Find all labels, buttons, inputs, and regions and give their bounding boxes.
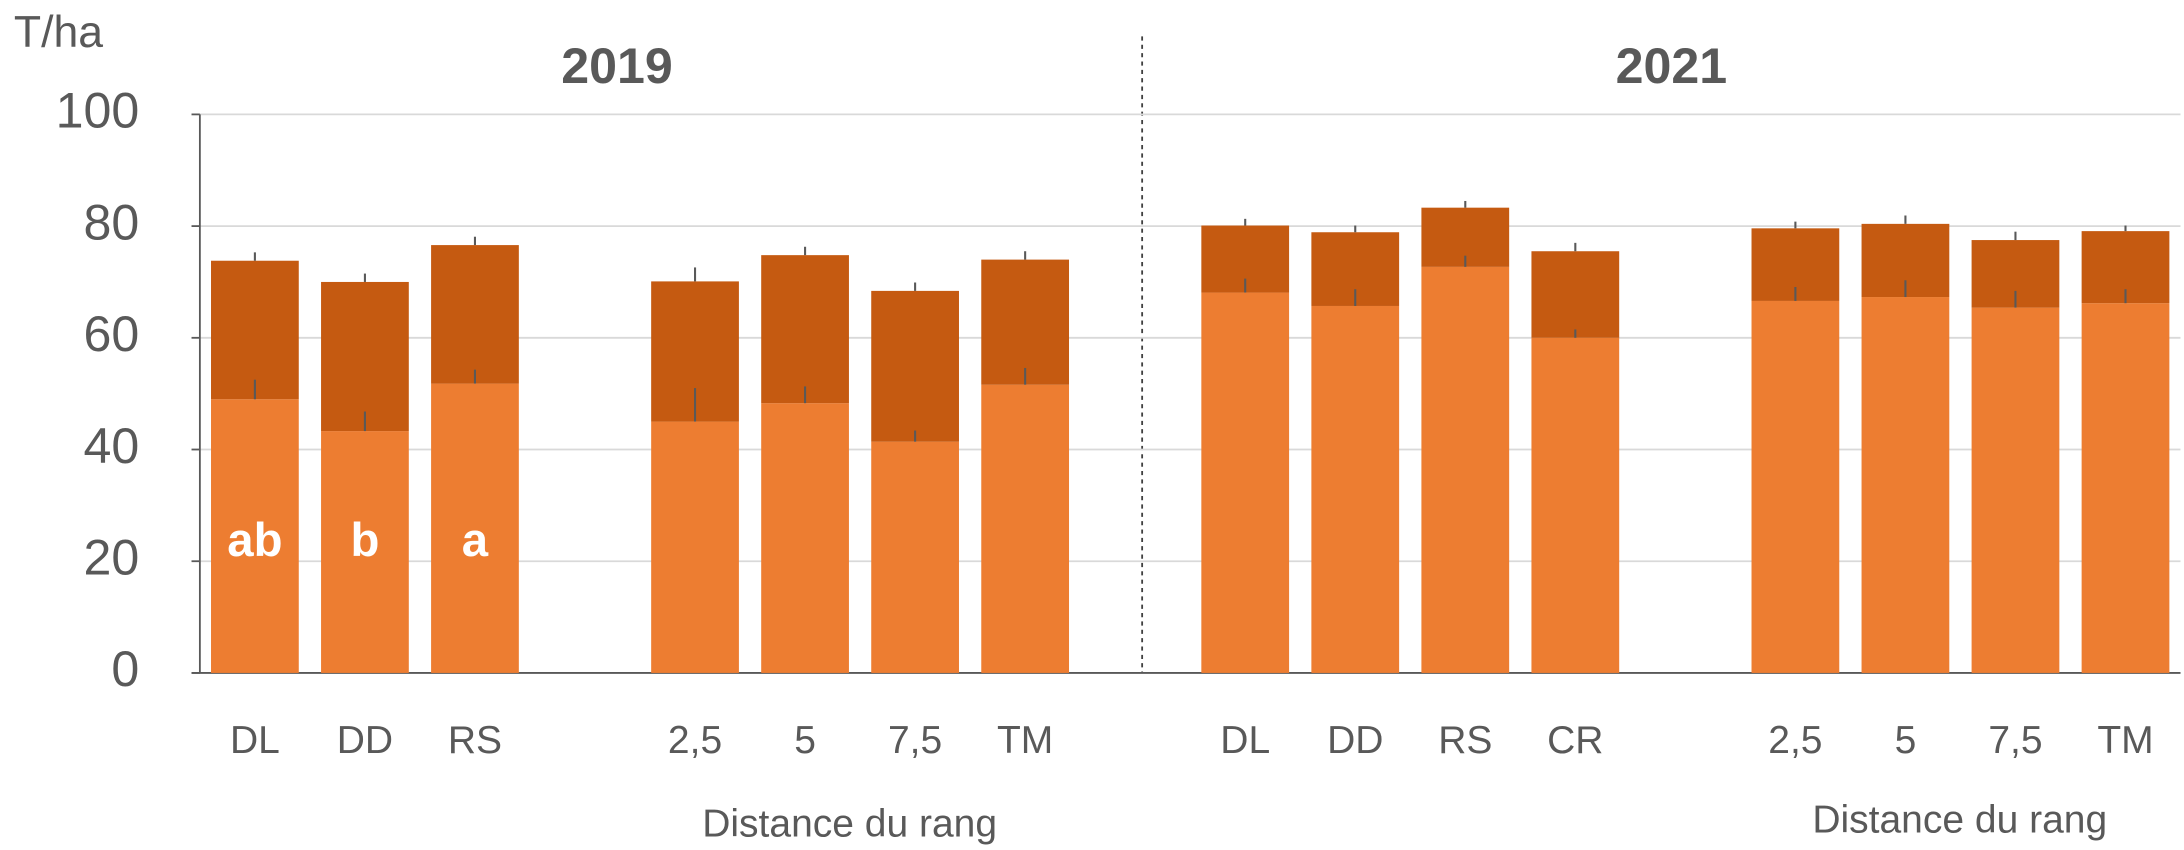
y-tick-label: 20 — [84, 529, 140, 585]
x-tick-label: RS — [448, 719, 502, 762]
bar-segment — [871, 290, 959, 442]
x-tick-label: TM — [997, 719, 1053, 762]
y-tick-label: 40 — [84, 418, 140, 474]
y-axis-label: T/ha — [14, 8, 103, 57]
x-tick-label: DL — [230, 719, 280, 762]
y-tick-label: 100 — [56, 83, 140, 139]
group-label: 2021 — [1616, 38, 1728, 94]
bar-segment — [431, 245, 519, 384]
bar-segment — [211, 260, 299, 400]
x-tick-label: DD — [1327, 719, 1383, 762]
y-tick-label: 60 — [84, 306, 140, 362]
bar-segment — [1531, 337, 1620, 673]
bar-segment — [981, 259, 1070, 385]
bar-segment — [2081, 303, 2170, 673]
bar-segment — [321, 281, 409, 432]
significance-letter: b — [350, 514, 379, 567]
bar-segment — [1971, 307, 2060, 673]
x-tick-label: 2,5 — [1768, 719, 1822, 762]
bar-segment — [1201, 292, 1290, 673]
bar-segment — [981, 384, 1070, 673]
x-tick-label: DD — [337, 719, 393, 762]
bar-segment — [761, 403, 849, 673]
x-tick-label: 5 — [1895, 719, 1917, 762]
bar-segment — [431, 383, 519, 673]
bar-segment — [1751, 300, 1840, 673]
x-tick-label: CR — [1547, 719, 1603, 762]
bar-segment — [211, 399, 299, 673]
x-axis-label: Distance du rang — [702, 802, 997, 845]
bar-segment — [321, 431, 409, 673]
y-tick-label: 0 — [111, 641, 139, 697]
x-tick-label: 7,5 — [888, 719, 942, 762]
significance-letter: ab — [227, 514, 282, 567]
x-tick-label: RS — [1438, 719, 1492, 762]
y-tick-label: 80 — [84, 194, 140, 250]
bar-segment — [871, 441, 959, 673]
bar-segment — [1421, 266, 1510, 673]
x-tick-label: DL — [1220, 719, 1270, 762]
x-tick-label: 7,5 — [1988, 719, 2042, 762]
bar-segment — [651, 421, 739, 673]
significance-letter: a — [462, 514, 489, 567]
x-tick-label: 2,5 — [668, 719, 722, 762]
bar-segment — [1531, 251, 1620, 338]
bar-segment — [1311, 305, 1400, 673]
x-tick-label: TM — [2097, 719, 2153, 762]
bar-segment — [1861, 297, 1950, 673]
x-tick-label: 5 — [794, 719, 816, 762]
x-axis-label: Distance du rang — [1812, 798, 2107, 841]
bar-segment — [761, 255, 849, 404]
group-label: 2019 — [561, 38, 673, 94]
